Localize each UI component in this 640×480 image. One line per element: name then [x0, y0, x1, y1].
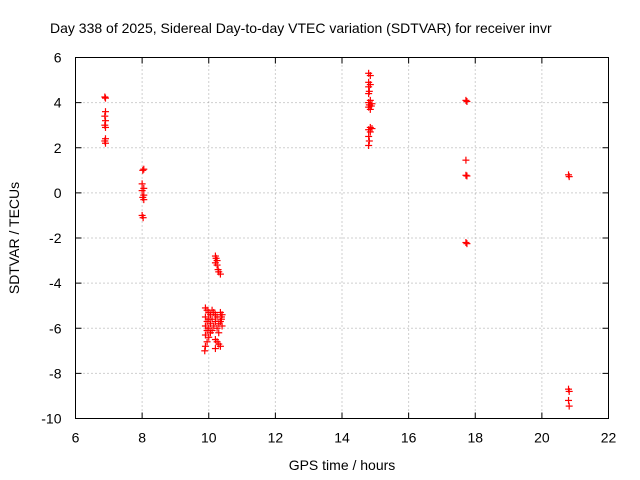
y-tick-label: -6	[49, 320, 62, 336]
data-point	[565, 402, 573, 410]
data-point	[368, 125, 376, 133]
x-tick-label: 14	[334, 430, 350, 446]
y-tick-label: -8	[49, 365, 62, 381]
y-tick-label: -10	[41, 411, 61, 427]
y-axis-label: SDTVAR / TECUs	[6, 182, 22, 294]
data-point	[462, 171, 470, 179]
data-point	[463, 97, 471, 105]
data-point	[101, 139, 109, 147]
y-tick-label: 2	[54, 140, 62, 156]
data-point	[565, 173, 573, 181]
data-point	[138, 180, 146, 188]
y-tick-label: -4	[49, 275, 62, 291]
data-point	[463, 172, 471, 180]
data-point	[213, 261, 221, 269]
data-point	[201, 347, 209, 355]
data-point	[366, 128, 374, 136]
y-tick-label: 4	[54, 95, 62, 111]
data-point	[215, 329, 223, 337]
x-tick-label: 22	[601, 430, 617, 446]
data-point	[462, 239, 470, 247]
data-point	[462, 96, 470, 104]
x-tick-label: 12	[268, 430, 284, 446]
x-tick-label: 16	[401, 430, 417, 446]
data-point	[218, 322, 226, 330]
data-point	[205, 333, 213, 341]
axis-ticks	[75, 57, 609, 419]
data-point	[366, 72, 374, 80]
y-tick-label: 6	[54, 50, 62, 66]
data-point	[203, 338, 211, 346]
y-tick-labels: -10 -8 -6 -4 -2 0 2 4 6	[41, 50, 61, 427]
grid-lines	[75, 57, 609, 419]
data-point	[140, 196, 148, 204]
data-point	[101, 123, 109, 131]
data-point	[365, 141, 373, 149]
x-tick-label: 6	[72, 430, 80, 446]
data-point	[365, 90, 373, 98]
data-point	[365, 83, 373, 91]
y-tick-label: 0	[54, 185, 62, 201]
y-tick-label: -2	[49, 230, 62, 246]
x-axis-label: GPS time / hours	[289, 457, 396, 473]
data-point	[213, 324, 221, 332]
x-tick-label: 18	[467, 430, 483, 446]
data-point	[139, 166, 147, 174]
x-tick-label: 20	[534, 430, 550, 446]
data-point	[101, 112, 109, 120]
data-point	[201, 342, 209, 350]
data-point	[101, 94, 109, 102]
data-point	[217, 315, 225, 323]
data-point	[101, 108, 109, 116]
data-point	[366, 105, 374, 113]
data-point	[565, 396, 573, 404]
chart-title: Day 338 of 2025, Sidereal Day-to-day VTE…	[50, 20, 552, 36]
data-point	[208, 327, 216, 335]
data-point	[101, 93, 109, 101]
data-point	[565, 387, 573, 395]
data-point	[565, 171, 573, 179]
data-point	[216, 270, 224, 278]
data-points	[101, 69, 573, 410]
data-point	[138, 187, 146, 195]
data-point	[462, 156, 470, 164]
data-point	[463, 240, 471, 248]
data-point	[211, 345, 219, 353]
x-tick-label: 10	[201, 430, 217, 446]
data-point	[139, 214, 147, 222]
data-point	[216, 342, 224, 350]
data-point	[365, 137, 373, 145]
x-tick-labels: 6 8 10 12 14 16 18 20 22	[72, 430, 617, 446]
data-point	[101, 117, 109, 125]
x-tick-label: 8	[138, 430, 146, 446]
data-point	[365, 132, 373, 140]
data-point	[218, 311, 226, 319]
data-point	[140, 165, 148, 173]
